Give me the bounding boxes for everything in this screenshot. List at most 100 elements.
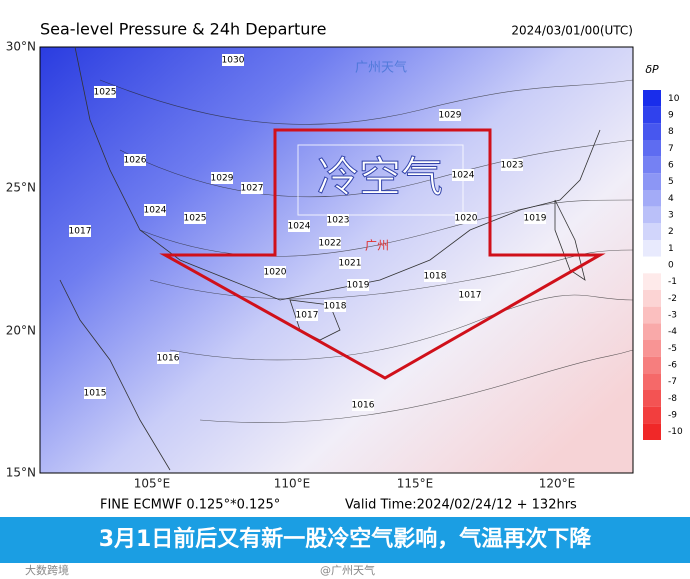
colorbar-cell bbox=[643, 190, 661, 207]
colorbar-tick-label: 8 bbox=[668, 127, 674, 137]
map-title: Sea-level Pressure & 24h Departure bbox=[40, 20, 326, 39]
isobar-label-bg bbox=[94, 86, 116, 98]
isobar-label: 1017 bbox=[69, 227, 92, 237]
isobar-label: 1019 bbox=[347, 281, 370, 291]
isobar-label: 1024 bbox=[144, 206, 167, 216]
isobar-label-bg bbox=[524, 212, 546, 224]
isobar-label: 1016 bbox=[157, 354, 180, 364]
isobar-label-bg bbox=[144, 204, 166, 216]
colorbar-cell bbox=[643, 90, 661, 107]
isobar-label-bg bbox=[222, 54, 244, 66]
colorbar-tick-label: -1 bbox=[668, 277, 677, 287]
isobar-label: 1023 bbox=[501, 161, 524, 171]
lon-label: 115°E bbox=[397, 477, 434, 491]
isobar-label-bg bbox=[288, 220, 310, 232]
isobar-label-bg bbox=[324, 300, 346, 312]
banner bbox=[0, 517, 690, 563]
isobar-label-bg bbox=[424, 270, 446, 282]
isobar-label-bg bbox=[296, 309, 318, 321]
lon-label: 105°E bbox=[134, 477, 171, 491]
colorbar-cell bbox=[643, 406, 661, 424]
footer-model: FINE ECMWF 0.125°*0.125° bbox=[100, 498, 280, 513]
bottom-right: @广州天气 bbox=[320, 563, 375, 577]
isobar-label: 1027 bbox=[241, 184, 264, 194]
colorbar-tick-label: -3 bbox=[668, 311, 677, 321]
isobar-label: 1025 bbox=[184, 214, 207, 224]
isobar-label-bg bbox=[319, 237, 341, 249]
bottom-strip bbox=[0, 563, 690, 579]
isobar-label: 1018 bbox=[324, 302, 347, 312]
map-area bbox=[39, 46, 634, 474]
isobar-label: 1017 bbox=[459, 291, 482, 301]
colorbar-cell bbox=[643, 156, 661, 174]
isobar-label: 1023 bbox=[327, 216, 350, 226]
lon-label: 110°E bbox=[274, 477, 311, 491]
colorbar-cell bbox=[643, 340, 661, 357]
isobar-label-bg bbox=[264, 266, 286, 278]
colorbar-tick-label: 1 bbox=[668, 244, 674, 254]
colorbar-cell bbox=[643, 223, 661, 240]
colorbar-tick-label: -7 bbox=[668, 377, 677, 387]
footer-valid: Valid Time:2024/02/24/12 + 132hrs bbox=[345, 498, 577, 513]
isobar-label: 1025 bbox=[94, 88, 117, 98]
colorbar-cell bbox=[643, 356, 661, 374]
colorbar-cell bbox=[643, 390, 661, 407]
isobar-label: 1018 bbox=[424, 272, 447, 282]
colorbar-tick-label: 4 bbox=[668, 194, 674, 204]
colorbar-cell bbox=[643, 173, 661, 190]
city-label: 广州 bbox=[365, 239, 389, 253]
isobar-label-bg bbox=[327, 214, 349, 226]
colorbar-tick-label: 0 bbox=[668, 261, 674, 271]
colorbar-tick-label: 3 bbox=[668, 211, 674, 221]
isobar-label-bg bbox=[157, 352, 179, 364]
lat-label: 20°N bbox=[6, 324, 36, 338]
isobar-label-bg bbox=[455, 212, 477, 224]
isobar-label-bg bbox=[439, 109, 461, 121]
map-date: 2024/03/01/00(UTC) bbox=[511, 24, 633, 38]
cold-air-arrow bbox=[159, 128, 606, 380]
colorbar-cell bbox=[643, 106, 661, 124]
isobar-label: 1029 bbox=[439, 111, 462, 121]
isobar-label-bg bbox=[352, 399, 374, 411]
isobar-label-bg bbox=[339, 257, 361, 269]
colorbar-tick-label: 10 bbox=[668, 94, 680, 104]
isobar-label-bg bbox=[241, 182, 263, 194]
isobar-label: 1024 bbox=[288, 222, 311, 232]
isobar-label: 1020 bbox=[455, 214, 478, 224]
isobar-label: 1030 bbox=[222, 56, 245, 66]
isobar-label-bg bbox=[452, 169, 474, 181]
colorbar-cell bbox=[643, 423, 661, 440]
lat-label: 25°N bbox=[6, 181, 36, 195]
colorbar-tick-label: -6 bbox=[668, 361, 677, 371]
colorbar-tick-label: -9 bbox=[668, 411, 677, 421]
banner-text: 3月1日前后又有新一股冷空气影响，气温再次下降 bbox=[99, 526, 593, 552]
isobar-label: 1016 bbox=[352, 401, 375, 411]
lon-label: 120°E bbox=[539, 477, 576, 491]
bottom-left: 大数跨境 bbox=[25, 563, 69, 577]
colorbar-cell bbox=[643, 256, 661, 274]
isobar-label-bg bbox=[347, 279, 369, 291]
isobar-labels: 1030 1025 1026 1029 1027 1024 1025 1024 1023 1022… bbox=[69, 54, 547, 411]
colorbar-cell bbox=[643, 373, 661, 390]
isobar-label-bg bbox=[211, 172, 233, 184]
colorbar-tick-label: -10 bbox=[668, 427, 683, 437]
isobar-label: 1024 bbox=[452, 171, 475, 181]
isobar-label: 1019 bbox=[524, 214, 547, 224]
arrow-text: 冷空气 bbox=[317, 153, 443, 202]
colorbar-tick-label: -4 bbox=[668, 327, 677, 337]
isobar-label: 1022 bbox=[319, 239, 342, 249]
colorbar-tick-label: -2 bbox=[668, 294, 677, 304]
colorbar-cell bbox=[643, 273, 661, 290]
isobar-label: 1017 bbox=[296, 311, 319, 321]
lat-label: 30°N bbox=[6, 40, 36, 54]
isobar-label-bg bbox=[459, 289, 481, 301]
colorbar-tick-label: -5 bbox=[668, 344, 677, 354]
colorbar-title: δP bbox=[645, 63, 659, 76]
colorbar-cell bbox=[643, 206, 661, 224]
lat-label: 15°N bbox=[6, 466, 36, 480]
lat-labels: 30°N 25°N 20°N 15°N 105°E 110°E 115°E 120°E bbox=[6, 40, 576, 491]
colorbar-cell bbox=[643, 323, 661, 340]
colorbar-tick-label: 6 bbox=[668, 161, 674, 171]
colorbar-cell bbox=[643, 140, 661, 157]
